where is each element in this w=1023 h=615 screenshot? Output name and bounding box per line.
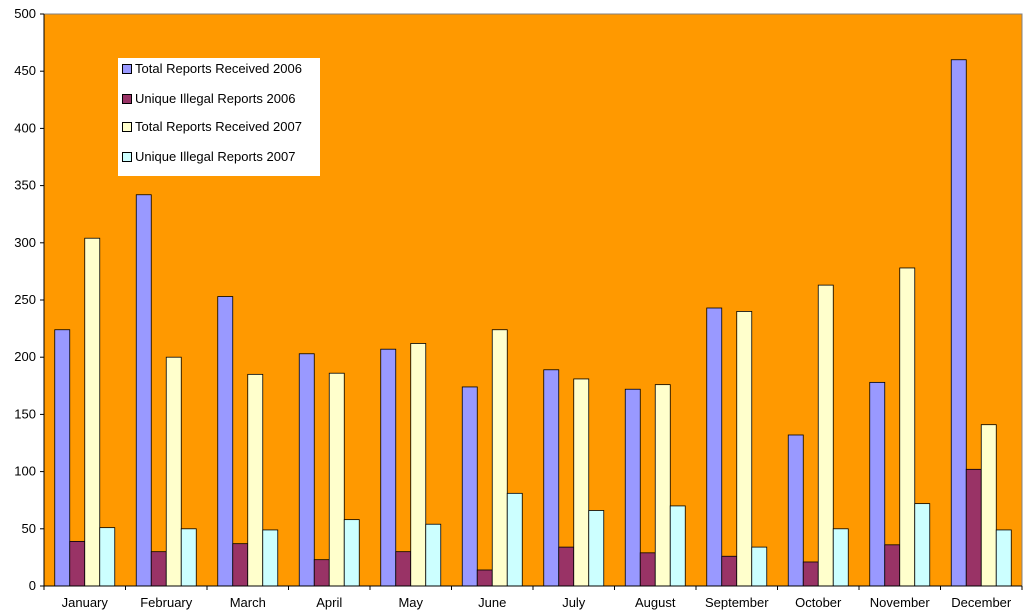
bar <box>328 372 345 587</box>
legend-label: Total Reports Received 2006 <box>135 61 302 76</box>
x-tick-label: January <box>62 595 109 610</box>
bar <box>343 519 360 587</box>
bar <box>832 528 849 587</box>
legend-item: Total Reports Received 2006 <box>122 62 315 75</box>
bar <box>461 386 478 587</box>
bar <box>262 529 279 587</box>
legend-swatch <box>122 94 132 104</box>
bar <box>506 492 523 587</box>
x-tick-label: June <box>478 595 506 610</box>
bar <box>802 561 819 587</box>
x-tick-label: October <box>795 595 842 610</box>
bar <box>410 343 427 587</box>
bar <box>914 503 931 587</box>
x-tick-label: March <box>230 595 266 610</box>
legend-item: Unique Illegal Reports 2006 <box>122 92 315 105</box>
bar <box>84 237 101 587</box>
bar <box>476 569 493 587</box>
y-tick-label: 100 <box>14 464 36 479</box>
y-tick-label: 250 <box>14 292 36 307</box>
bar <box>884 544 901 587</box>
bar <box>247 373 264 587</box>
bar <box>980 424 997 587</box>
x-ticks: January February March April May June July Augu… <box>43 586 1023 610</box>
bar <box>380 348 397 587</box>
bar <box>624 388 641 587</box>
legend-label: Unique Illegal Reports 2007 <box>135 149 296 164</box>
bar <box>135 194 152 587</box>
bar <box>298 353 315 587</box>
bar <box>588 510 605 587</box>
legend: Total Reports Received 2006 Unique Illeg… <box>118 58 320 176</box>
bar <box>995 529 1012 587</box>
bar <box>965 468 982 587</box>
bar <box>706 307 723 587</box>
x-tick-label: February <box>140 595 193 610</box>
bar <box>69 540 86 587</box>
bar <box>150 551 167 587</box>
legend-item: Unique Illegal Reports 2007 <box>122 150 315 163</box>
y-tick-label: 0 <box>29 578 36 593</box>
x-tick-label: November <box>870 595 931 610</box>
y-tick-label: 400 <box>14 120 36 135</box>
bar <box>654 384 671 587</box>
y-tick-label: 150 <box>14 406 36 421</box>
bar <box>736 311 753 587</box>
bar <box>165 356 182 587</box>
x-tick-label: May <box>398 595 423 610</box>
bar <box>395 551 412 587</box>
x-tick-label: September <box>705 595 769 610</box>
bar <box>180 528 197 587</box>
bar <box>217 296 234 587</box>
bar <box>558 546 575 587</box>
bar <box>721 555 738 587</box>
y-tick-label: 450 <box>14 63 36 78</box>
y-tick-label: 500 <box>14 6 36 21</box>
bar <box>491 329 508 587</box>
bar <box>425 523 442 587</box>
legend-label: Unique Illegal Reports 2006 <box>135 91 296 106</box>
x-tick-label: December <box>951 595 1012 610</box>
y-tick-label: 350 <box>14 178 36 193</box>
y-tick-label: 300 <box>14 235 36 250</box>
bar <box>639 552 656 587</box>
y-tick-label: 50 <box>22 521 36 536</box>
x-tick-label: July <box>562 595 586 610</box>
bar <box>751 546 768 587</box>
bar <box>899 267 916 587</box>
bar <box>787 434 804 587</box>
bar <box>232 543 249 587</box>
bars-layer <box>54 59 1012 587</box>
legend-item: Total Reports Received 2007 <box>122 120 315 133</box>
legend-label: Total Reports Received 2007 <box>135 119 302 134</box>
legend-swatch <box>122 152 132 162</box>
legend-swatch <box>122 122 132 132</box>
y-ticks: 0 50 100 150 200 250 300 350 400 450 500 <box>14 6 44 593</box>
bar <box>54 329 71 587</box>
bar <box>543 369 560 587</box>
y-tick-label: 200 <box>14 349 36 364</box>
bar <box>669 505 686 587</box>
x-tick-label: April <box>316 595 342 610</box>
bar <box>869 381 886 587</box>
x-tick-label: August <box>635 595 676 610</box>
bar <box>573 378 590 587</box>
bar <box>950 59 967 587</box>
bar <box>817 284 834 587</box>
bar <box>99 527 116 587</box>
bar <box>313 559 330 587</box>
legend-swatch <box>122 64 132 74</box>
